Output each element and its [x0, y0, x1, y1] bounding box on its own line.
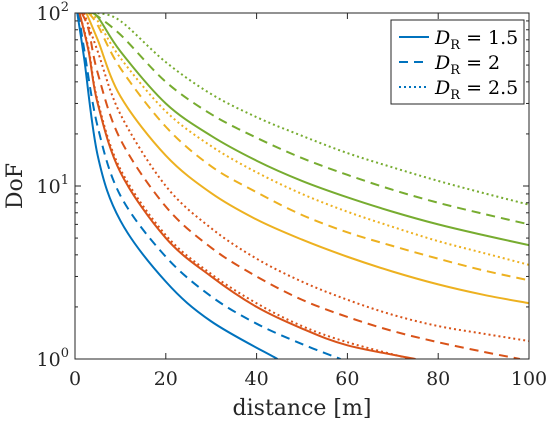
series-line-blue-dashed-1: [77, 13, 341, 359]
series-line-yellow-dashed-7: [87, 13, 529, 282]
series-line-green-solid-9: [88, 13, 529, 247]
series-line-yellow-solid-6: [85, 13, 529, 305]
y-tick-label: 101: [37, 173, 69, 198]
series-line-red-dashed-4: [80, 13, 521, 359]
legend-entry-label: DR = 2.5: [434, 77, 518, 103]
x-tick-label: 0: [69, 368, 81, 390]
y-tick-label: 102: [37, 0, 69, 25]
series-line-green-dotted-11: [97, 13, 529, 206]
series-line-red-dotted-3: [78, 13, 412, 359]
x-tick-label: 80: [426, 368, 450, 390]
y-tick-label: 100: [37, 346, 69, 371]
series-line-yellow-dotted-8: [90, 13, 529, 266]
x-axis-ticks: 0 20 40 60 80 100: [69, 13, 547, 390]
legend-entry-label: DR = 2: [434, 52, 500, 78]
y-axis-label: DoF: [3, 163, 28, 209]
series-line-blue-solid-0: [76, 13, 278, 359]
legend-entry-label: DR = 1.5: [434, 27, 518, 53]
x-tick-label: 100: [511, 368, 547, 390]
x-axis-label: distance [m]: [233, 396, 372, 421]
series-line-green-dashed-10: [92, 13, 529, 226]
series-layer: [76, 13, 529, 359]
x-tick-label: 20: [154, 368, 178, 390]
y-axis-ticks: 100 101 102: [37, 0, 529, 371]
series-line-red-dotted-5: [83, 13, 529, 343]
legend-box: [390, 19, 525, 105]
x-tick-label: 40: [245, 368, 269, 390]
legend: DR = 1.5DR = 2DR = 2.5: [390, 19, 525, 105]
x-tick-label: 60: [335, 368, 359, 390]
series-line-red-solid-2: [78, 13, 416, 359]
